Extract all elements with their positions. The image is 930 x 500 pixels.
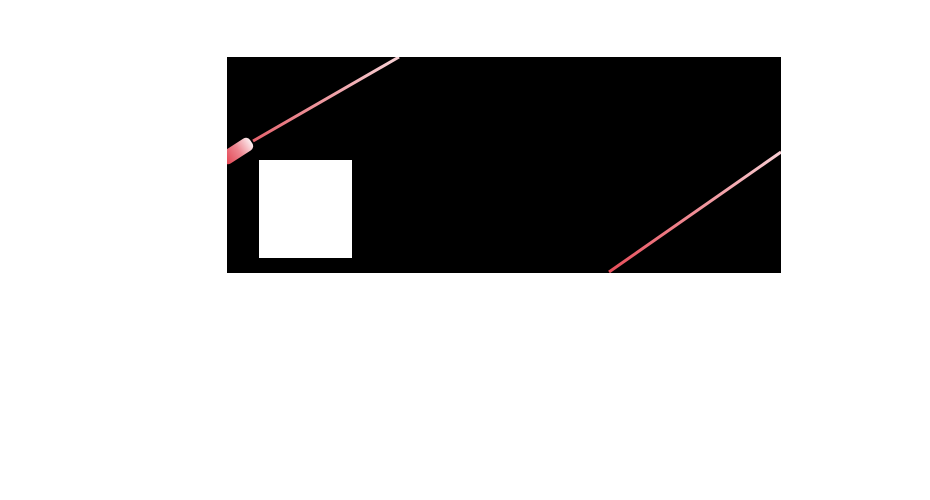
simulation-viewport <box>227 57 781 273</box>
white-cube <box>259 160 352 258</box>
laser-trace-upper <box>252 57 400 143</box>
scene-svg <box>227 57 781 273</box>
red-marker-capsule <box>227 137 254 165</box>
laser-trace-lower <box>608 150 781 273</box>
